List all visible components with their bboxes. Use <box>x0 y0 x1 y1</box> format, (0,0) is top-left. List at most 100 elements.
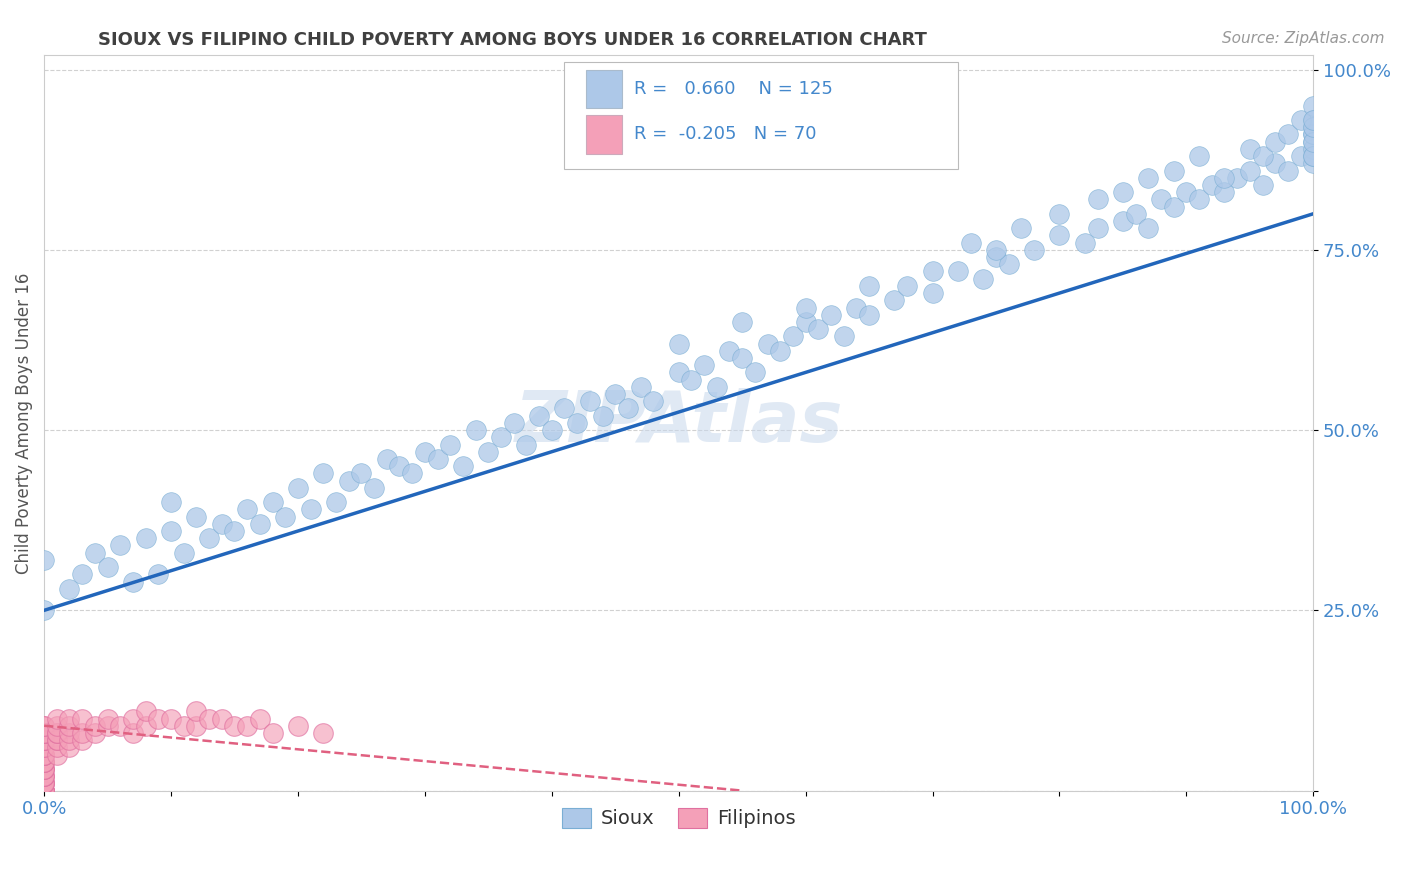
Point <box>527 409 550 423</box>
Point <box>32 740 55 755</box>
Point <box>249 711 271 725</box>
Point <box>32 783 55 797</box>
Point <box>794 301 817 315</box>
Point <box>426 451 449 466</box>
Point <box>579 394 602 409</box>
Point <box>1188 149 1211 163</box>
Point <box>1277 163 1299 178</box>
Point <box>1302 128 1324 142</box>
Point <box>592 409 614 423</box>
Point <box>605 387 627 401</box>
Point <box>1137 221 1160 235</box>
Point <box>540 423 562 437</box>
Point <box>32 726 55 740</box>
Point <box>832 329 855 343</box>
Point <box>1302 113 1324 128</box>
Point <box>32 783 55 797</box>
Point <box>58 740 80 755</box>
Point <box>1112 185 1135 199</box>
Point <box>1087 192 1109 206</box>
Point <box>565 416 588 430</box>
Point <box>1137 170 1160 185</box>
Point <box>32 747 55 762</box>
Y-axis label: Child Poverty Among Boys Under 16: Child Poverty Among Boys Under 16 <box>15 272 32 574</box>
Point <box>1226 170 1249 185</box>
Point <box>97 719 120 733</box>
Point <box>186 719 208 733</box>
Point <box>401 467 423 481</box>
Point <box>350 467 373 481</box>
Point <box>45 733 67 747</box>
Point <box>1289 149 1312 163</box>
Point <box>464 423 486 437</box>
Point <box>45 726 67 740</box>
Point <box>173 546 195 560</box>
Point <box>160 711 183 725</box>
Point <box>70 733 93 747</box>
Point <box>693 358 716 372</box>
Point <box>83 726 105 740</box>
Point <box>262 726 284 740</box>
Point <box>135 719 157 733</box>
Point <box>224 719 246 733</box>
Point <box>807 322 830 336</box>
Point <box>122 574 145 589</box>
Point <box>173 719 195 733</box>
Point <box>32 755 55 769</box>
Point <box>1302 156 1324 170</box>
Point <box>1302 135 1324 149</box>
Point <box>262 495 284 509</box>
FancyBboxPatch shape <box>564 62 957 169</box>
Point <box>477 444 499 458</box>
Text: R =   0.660    N = 125: R = 0.660 N = 125 <box>634 79 834 98</box>
Point <box>32 747 55 762</box>
Point <box>32 783 55 797</box>
Point <box>731 351 754 365</box>
Point <box>769 343 792 358</box>
Point <box>249 516 271 531</box>
Point <box>45 726 67 740</box>
Point <box>1302 113 1324 128</box>
Point <box>1150 192 1173 206</box>
Point <box>32 776 55 790</box>
Point <box>287 719 309 733</box>
Point <box>1239 163 1261 178</box>
Point <box>32 726 55 740</box>
Point <box>312 467 335 481</box>
Point <box>97 711 120 725</box>
Point <box>1201 178 1223 192</box>
Point <box>97 560 120 574</box>
Point <box>718 343 741 358</box>
Point <box>32 783 55 797</box>
Point <box>45 711 67 725</box>
Point <box>45 740 67 755</box>
Point <box>1112 214 1135 228</box>
Point <box>135 704 157 718</box>
Point <box>32 776 55 790</box>
Point <box>413 444 436 458</box>
Point <box>32 603 55 617</box>
Point <box>160 495 183 509</box>
Text: SIOUX VS FILIPINO CHILD POVERTY AMONG BOYS UNDER 16 CORRELATION CHART: SIOUX VS FILIPINO CHILD POVERTY AMONG BO… <box>98 31 928 49</box>
Point <box>1175 185 1198 199</box>
Point <box>32 769 55 783</box>
Point <box>32 755 55 769</box>
Point <box>58 711 80 725</box>
Point <box>375 451 398 466</box>
Point <box>617 401 640 416</box>
Point <box>1213 170 1236 185</box>
Point <box>58 726 80 740</box>
Text: Source: ZipAtlas.com: Source: ZipAtlas.com <box>1222 31 1385 46</box>
Point <box>148 567 170 582</box>
Point <box>972 271 994 285</box>
Point <box>110 719 132 733</box>
Point <box>337 474 360 488</box>
Point <box>921 286 943 301</box>
Point <box>896 278 918 293</box>
Text: R =  -0.205   N = 70: R = -0.205 N = 70 <box>634 126 817 144</box>
Point <box>32 726 55 740</box>
Point <box>845 301 868 315</box>
Point <box>997 257 1019 271</box>
Point <box>1302 142 1324 156</box>
Point <box>32 733 55 747</box>
